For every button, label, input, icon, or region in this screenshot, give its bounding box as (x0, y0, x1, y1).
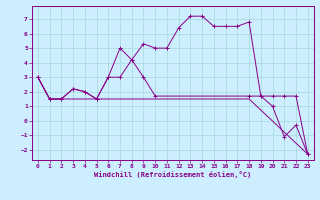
X-axis label: Windchill (Refroidissement éolien,°C): Windchill (Refroidissement éolien,°C) (94, 171, 252, 178)
